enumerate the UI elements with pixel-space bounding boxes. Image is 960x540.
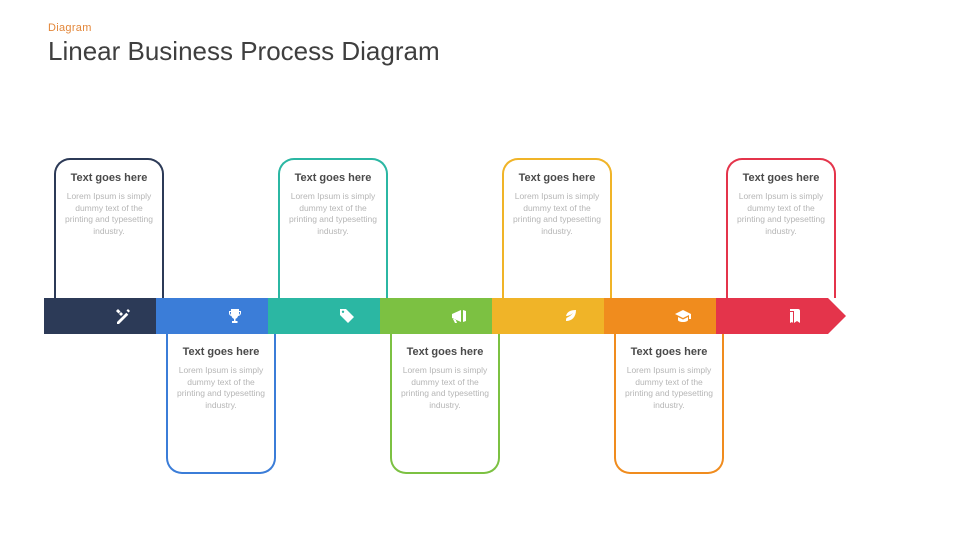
card-title: Text goes here <box>624 346 714 359</box>
card-title: Text goes here <box>736 172 826 185</box>
leaf-icon <box>562 307 580 325</box>
process-arrow-3 <box>268 298 398 334</box>
bullhorn-icon <box>450 307 468 325</box>
process-card-5: Text goes here Lorem Ipsum is simply dumm… <box>502 158 612 298</box>
card-body: Lorem Ipsum is simply dummy text of the … <box>400 365 490 411</box>
card-body: Lorem Ipsum is simply dummy text of the … <box>64 191 154 237</box>
process-arrow-5 <box>492 298 622 334</box>
card-title: Text goes here <box>288 172 378 185</box>
process-arrow-2 <box>156 298 286 334</box>
tag-icon <box>338 307 356 325</box>
tools-icon <box>114 307 132 325</box>
process-card-6: Text goes here Lorem Ipsum is simply dumm… <box>614 334 724 474</box>
card-body: Lorem Ipsum is simply dummy text of the … <box>176 365 266 411</box>
kicker: Diagram <box>48 22 912 34</box>
process-arrow-1 <box>44 298 174 334</box>
process-card-1: Text goes here Lorem Ipsum is simply dumm… <box>54 158 164 298</box>
process-card-7: Text goes here Lorem Ipsum is simply dumm… <box>726 158 836 298</box>
process-arrow-4 <box>380 298 510 334</box>
process-card-2: Text goes here Lorem Ipsum is simply dumm… <box>166 334 276 474</box>
process-card-3: Text goes here Lorem Ipsum is simply dumm… <box>278 158 388 298</box>
card-title: Text goes here <box>512 172 602 185</box>
card-title: Text goes here <box>64 172 154 185</box>
process-card-4: Text goes here Lorem Ipsum is simply dumm… <box>390 334 500 474</box>
process-diagram: Text goes here Lorem Ipsum is simply dumm… <box>0 92 960 540</box>
trophy-icon <box>226 307 244 325</box>
card-title: Text goes here <box>176 346 266 359</box>
card-title: Text goes here <box>400 346 490 359</box>
card-body: Lorem Ipsum is simply dummy text of the … <box>512 191 602 237</box>
process-arrow-6 <box>604 298 734 334</box>
card-body: Lorem Ipsum is simply dummy text of the … <box>288 191 378 237</box>
page-title: Linear Business Process Diagram <box>48 36 912 67</box>
card-body: Lorem Ipsum is simply dummy text of the … <box>624 365 714 411</box>
book-icon <box>786 307 804 325</box>
card-body: Lorem Ipsum is simply dummy text of the … <box>736 191 826 237</box>
gradcap-icon <box>674 307 692 325</box>
process-arrow-7 <box>716 298 846 334</box>
